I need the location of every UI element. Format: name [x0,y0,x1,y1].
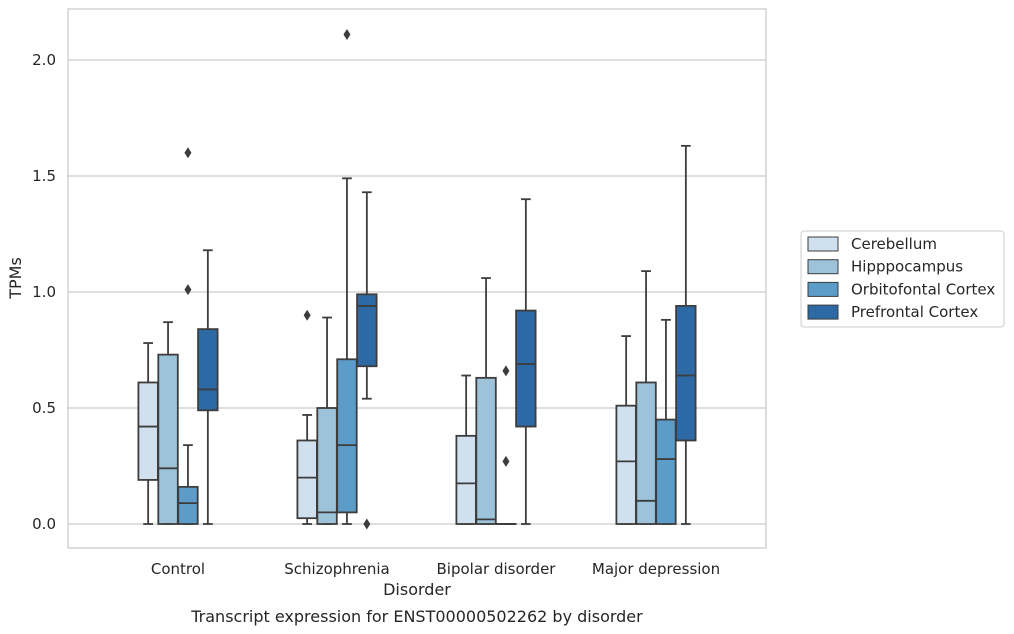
iqr-box [475,376,497,525]
box-prefrontal-cortex [515,198,537,525]
box-cerebellum [296,309,318,525]
box-prefrontal-cortex [675,144,697,525]
box-prefrontal-cortex [356,191,378,530]
iqr-box [336,358,358,514]
legend-swatch [807,304,839,320]
box-orbitofontal-cortex [336,28,358,525]
iqr-box [356,293,378,368]
outlier-point [303,309,311,321]
y-tick-labels: 0.0 0.5 1.0 1.5 2.0 [32,51,56,533]
iqr-box [296,439,318,520]
box-hipppocampus [316,316,338,525]
boxes [137,28,697,530]
iqr-box [675,305,697,442]
iqr-box [157,353,179,525]
legend-label: Hipppocampus [851,258,963,276]
plot-frame [67,8,767,549]
box-hipppocampus [635,270,657,525]
iqr-box [316,407,338,525]
iqr-box [455,434,477,525]
iqr-box [635,381,657,525]
x-tick-label: Control [151,560,205,578]
x-tick-label: Major depression [592,560,720,578]
outlier-point [502,455,510,467]
legend-label: Cerebellum [851,235,937,253]
box-hipppocampus [475,277,497,525]
y-tick-label: 1.0 [32,283,56,301]
x-tick-label: Schizophrenia [284,560,389,578]
box-prefrontal-cortex [197,249,219,525]
iqr-box [515,309,537,428]
legend-frame [800,230,1005,328]
box-orbitofontal-cortex [655,318,677,525]
box-orbitofontal-cortex [177,147,199,525]
outlier-point [363,518,371,530]
iqr-box [197,328,219,412]
box-cerebellum [615,335,637,525]
outlier-point [184,284,192,296]
y-tick-label: 0.5 [32,399,56,417]
box-cerebellum [137,342,159,525]
x-tick-label: Bipolar disorder [437,560,557,578]
y-axis-label: TPMs [6,257,25,300]
legend: Cerebellum Hipppocampus Orbitofontal Corte… [800,230,1005,328]
y-tick-label: 2.0 [32,51,56,69]
x-axis-label: Disorder [383,580,451,599]
box-cerebellum [455,374,477,525]
box-orbitofontal-cortex [495,365,517,525]
outlier-point [343,28,351,40]
outlier-point [184,147,192,159]
y-tick-label: 0.0 [32,515,56,533]
legend-label: Prefrontal Cortex [851,303,978,321]
iqr-box [177,485,199,525]
chart-caption: Transcript expression for ENST0000050226… [190,607,643,626]
legend-swatch [807,259,839,275]
iqr-box [655,418,677,525]
outlier-point [502,365,510,377]
legend-swatch [807,236,839,252]
legend-swatch [807,281,839,297]
x-tick-labels: Control Schizophrenia Bipolar disorder Majo… [151,560,720,578]
iqr-box [137,381,159,481]
iqr-box [615,404,637,525]
y-tick-label: 1.5 [32,167,56,185]
legend-label: Orbitofontal Cortex [851,280,995,298]
box-hipppocampus [157,321,179,525]
